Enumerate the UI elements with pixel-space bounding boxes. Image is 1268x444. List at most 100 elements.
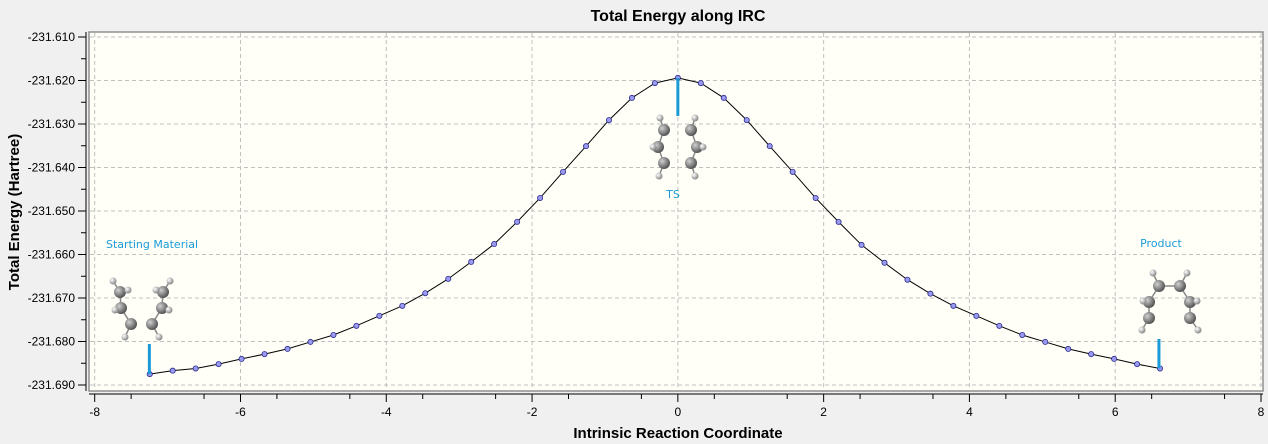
data-point <box>353 322 360 329</box>
data-point <box>215 361 222 368</box>
x-tick-label: 6 <box>1112 405 1119 419</box>
hydrogen-atom <box>691 114 699 122</box>
data-point <box>858 241 865 248</box>
annotations: Starting Material TS Product <box>106 77 1183 375</box>
carbon-atom <box>685 124 697 136</box>
axes: -8 -6 -4 -2 0 2 4 6 8 -231.610 -231.620 -231.630 -23… <box>28 30 1265 419</box>
y-tick-label: -231.680 <box>28 335 76 349</box>
plot-area <box>88 31 1264 392</box>
data-point <box>950 302 957 309</box>
starting-material-molecule <box>109 277 174 341</box>
hydrogen-atom <box>699 143 707 151</box>
data-point <box>238 355 245 362</box>
data-point <box>996 322 1003 329</box>
data-point <box>720 94 727 101</box>
molecule-images <box>109 114 1202 341</box>
hydrogen-atom <box>1194 326 1202 334</box>
hydrogen-atom <box>691 172 699 180</box>
hydrogen-atom <box>656 114 664 122</box>
hydrogen-atom <box>165 306 173 314</box>
hydrogen-atom <box>1139 297 1147 305</box>
hydrogen-atom <box>1193 297 1201 305</box>
hydrogen-atom <box>111 306 119 314</box>
x-tick-label: -6 <box>235 405 246 419</box>
carbon-atom <box>146 318 158 330</box>
hydrogen-atom <box>121 333 129 341</box>
data-point <box>743 117 750 124</box>
data-point <box>422 290 429 297</box>
data-point <box>307 338 314 345</box>
y-tick-label: -231.610 <box>28 30 76 44</box>
x-tick-label: 4 <box>966 405 973 419</box>
carbon-atom <box>156 302 168 314</box>
data-point <box>169 367 176 374</box>
data-point <box>284 345 291 352</box>
data-point <box>881 259 888 266</box>
data-point <box>261 351 268 358</box>
data-point <box>537 194 544 201</box>
y-tick-label: -231.650 <box>28 204 76 218</box>
annotation-label: Starting Material <box>106 238 198 251</box>
data-point <box>904 276 911 283</box>
data-point <box>835 218 842 225</box>
carbon-atom <box>1143 312 1155 324</box>
carbon-atom <box>1174 280 1186 292</box>
data-point <box>445 275 452 282</box>
y-tick-label: -231.640 <box>28 161 76 175</box>
ts-molecule <box>649 114 707 180</box>
data-point <box>651 80 658 87</box>
x-tick-label: 0 <box>675 405 682 419</box>
data-point <box>1088 351 1095 358</box>
carbon-atom <box>691 141 703 153</box>
data-point <box>1042 338 1049 345</box>
data-point <box>605 117 612 124</box>
carbon-atom <box>1184 296 1196 308</box>
hydrogen-atom <box>1149 269 1157 277</box>
hydrogen-atom <box>109 277 117 285</box>
hydrogen-atom <box>166 277 174 285</box>
data-point <box>376 312 383 319</box>
x-axis-label: Intrinsic Reaction Coordinate <box>573 425 782 442</box>
data-point <box>766 143 773 150</box>
x-tick-label: -8 <box>89 405 100 419</box>
carbon-atom <box>652 141 664 153</box>
carbon-atom <box>1153 280 1165 292</box>
x-tick-label: 2 <box>820 405 827 419</box>
x-tick-label: -2 <box>527 405 538 419</box>
carbon-atom <box>157 286 169 298</box>
data-point <box>812 194 819 201</box>
data-point <box>697 80 704 87</box>
data-point <box>514 218 521 225</box>
y-tick-label: -231.660 <box>28 248 76 262</box>
data-point <box>399 302 406 309</box>
y-axis-label: Total Energy (Hartree) <box>6 134 23 290</box>
product-molecule <box>1138 269 1202 334</box>
carbon-atom <box>114 286 126 298</box>
data-point <box>1134 361 1141 368</box>
y-tick-label: -231.630 <box>28 117 76 131</box>
hydrogen-atom <box>1183 269 1191 277</box>
x-tick-label: -4 <box>381 405 392 419</box>
data-point <box>927 290 934 297</box>
y-tick-label: -231.690 <box>28 378 76 392</box>
chart-title: Total Energy along IRC <box>591 8 766 25</box>
hydrogen-atom <box>155 333 163 341</box>
data-point <box>560 168 567 175</box>
hydrogen-atom <box>649 143 657 151</box>
carbon-atom <box>1143 296 1155 308</box>
data-point <box>491 241 498 248</box>
x-tick-label: 8 <box>1258 405 1265 419</box>
y-tick-label: -231.620 <box>28 74 76 88</box>
data-point <box>1065 345 1072 352</box>
carbon-atom <box>685 157 697 169</box>
annotation-label: Product <box>1140 237 1182 250</box>
hydrogen-atom <box>124 286 132 294</box>
data-point <box>973 312 980 319</box>
carbon-atom <box>658 157 670 169</box>
data-point <box>628 94 635 101</box>
annotation-label: TS <box>665 188 680 201</box>
data-point <box>789 168 796 175</box>
carbon-atom <box>658 124 670 136</box>
data-point <box>192 365 199 372</box>
